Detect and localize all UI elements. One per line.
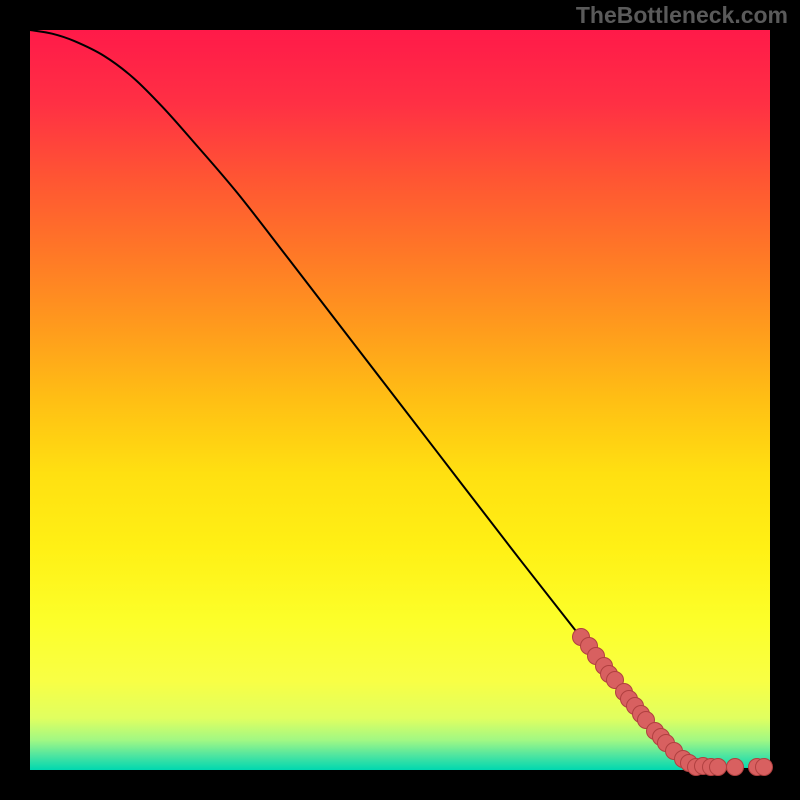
curve-layer [30,30,770,770]
chart-container: TheBottleneck.com [0,0,800,800]
data-point-marker [709,758,727,776]
bottleneck-curve [30,30,770,769]
plot-area [30,30,770,770]
data-point-marker [755,758,773,776]
data-point-marker [726,758,744,776]
watermark-text: TheBottleneck.com [576,2,788,29]
